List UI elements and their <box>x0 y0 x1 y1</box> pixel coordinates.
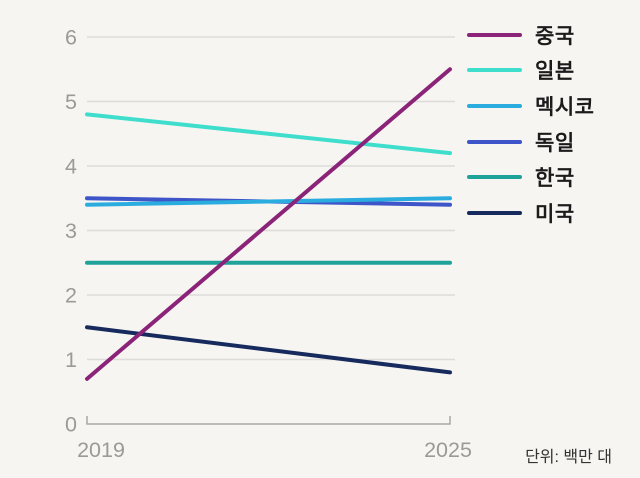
legend-swatch <box>467 68 522 73</box>
series-line <box>85 325 452 375</box>
y-tick-label: 3 <box>65 219 77 243</box>
legend-item: 일본 <box>467 53 594 89</box>
legend-label: 한국 <box>535 167 575 191</box>
legend-swatch <box>467 32 522 37</box>
x-tick-label: 2019 <box>77 438 125 462</box>
x-axis <box>86 416 451 425</box>
legend-item: 한국 <box>467 159 594 195</box>
series-line <box>85 196 452 207</box>
legend-label: 중국 <box>535 24 575 48</box>
legend-label: 미국 <box>535 202 575 226</box>
y-tick-label: 4 <box>65 155 77 179</box>
legend-label: 독일 <box>535 131 575 155</box>
y-tick-label: 5 <box>65 90 77 114</box>
legend-item: 멕시코 <box>467 88 594 124</box>
y-tick-label: 1 <box>65 348 77 372</box>
legend-item: 미국 <box>467 195 594 231</box>
series-line <box>85 67 452 381</box>
legend-item: 독일 <box>467 124 594 160</box>
legend-swatch <box>467 139 522 144</box>
legend-swatch <box>467 103 522 108</box>
legend-swatch <box>467 175 522 180</box>
series-line <box>85 112 452 156</box>
y-tick-label: 0 <box>65 413 77 437</box>
y-tick-label: 6 <box>65 26 77 50</box>
x-tick-label: 2025 <box>424 438 472 462</box>
legend-item: 중국 <box>467 17 594 53</box>
y-tick-label: 2 <box>65 284 77 308</box>
legend-label: 일본 <box>535 60 575 84</box>
unit-caption: 단위: 백만 대 <box>525 449 612 466</box>
legend-label: 멕시코 <box>535 95 595 119</box>
legend-swatch <box>467 210 522 215</box>
